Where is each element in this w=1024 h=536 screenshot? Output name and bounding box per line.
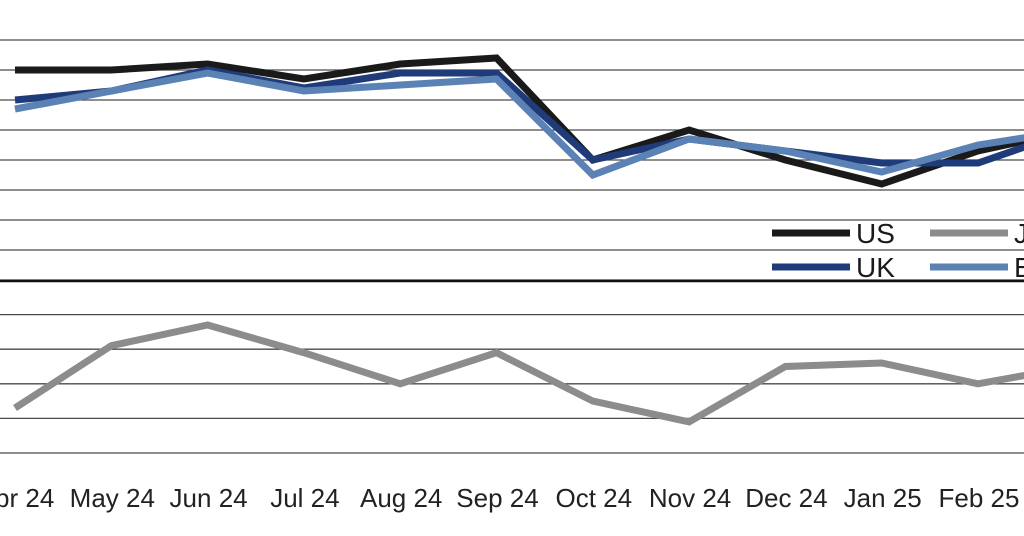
series-line-us	[15, 54, 1024, 188]
series-line-jp	[13, 321, 1024, 426]
legend-label: JP	[1014, 218, 1024, 249]
legend-label: US	[856, 218, 895, 249]
legend-label: EU	[1014, 252, 1024, 283]
legend: US JP UK EU	[772, 218, 1024, 283]
legend-item-eu: EU	[930, 252, 1024, 283]
legend-item-uk: UK	[772, 252, 895, 283]
x-tick-label: Jul 24	[270, 483, 339, 513]
lower-panel-series	[13, 321, 1024, 426]
legend-item-jp: JP	[930, 218, 1024, 249]
upper-panel-series	[14, 54, 1024, 188]
x-tick-label: Feb 25	[939, 483, 1020, 513]
x-tick-label: May 24	[70, 483, 155, 513]
x-tick-label: Aug 24	[360, 483, 442, 513]
x-tick-label: Dec 24	[745, 483, 827, 513]
x-tick-label: Jan 25	[844, 483, 922, 513]
x-tick-label: Jun 24	[170, 483, 248, 513]
x-axis-tick-labels: Apr 24 May 24 Jun 24 Jul 24 Aug 24 Sep 24 Oct …	[0, 483, 1020, 513]
legend-item-us: US	[772, 218, 895, 249]
legend-label: UK	[856, 252, 895, 283]
series-line-eu	[14, 69, 1024, 180]
x-tick-label: Nov 24	[649, 483, 731, 513]
x-tick-label: Oct 24	[556, 483, 633, 513]
upper-panel-grid	[0, 39, 1024, 251]
x-tick-label: Sep 24	[456, 483, 538, 513]
x-tick-label: Apr 24	[0, 483, 54, 513]
